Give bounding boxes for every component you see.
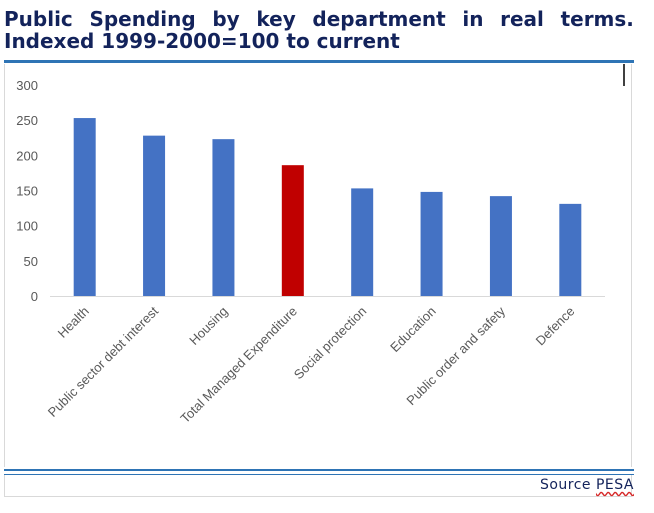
frame-edge-mark xyxy=(623,64,625,86)
title-word: department xyxy=(312,7,446,31)
y-tick-label: 0 xyxy=(31,289,38,304)
source-note: Source PESA xyxy=(540,477,634,493)
bar xyxy=(281,165,304,296)
y-tick-label: 200 xyxy=(16,148,38,163)
bar xyxy=(420,191,443,296)
title-line-2: Indexed 1999-2000=100 to current xyxy=(4,29,400,53)
title-line-1: Public Spending by key department in rea… xyxy=(4,8,634,30)
bar xyxy=(489,196,512,296)
x-tick-label: Housing xyxy=(186,304,230,348)
x-tick-label: Social protection xyxy=(291,304,370,383)
y-tick-label: 50 xyxy=(24,254,38,269)
title-word: real xyxy=(500,7,544,31)
title-word: Public xyxy=(4,7,73,31)
title-word: by xyxy=(212,7,240,31)
title-word: Spending xyxy=(89,7,196,31)
y-tick-label: 100 xyxy=(16,219,38,234)
bar xyxy=(559,203,582,296)
x-tick-label: Public sector debt interest xyxy=(45,303,162,420)
bar xyxy=(351,188,374,296)
x-tick-label: Total Managed Expenditure xyxy=(177,304,300,427)
title-word: in xyxy=(462,7,484,31)
source-label: Source xyxy=(539,477,592,493)
chart-frame xyxy=(4,64,632,467)
x-tick-label: Health xyxy=(55,304,92,341)
bottom-divider xyxy=(4,469,634,471)
bar xyxy=(73,118,96,296)
footer-frame xyxy=(4,475,632,497)
bottom-divider-thin xyxy=(4,474,634,475)
x-tick-label: Defence xyxy=(533,304,578,349)
chart-title: Public Spending by key department in rea… xyxy=(4,8,634,52)
top-divider xyxy=(4,60,634,63)
title-word: key xyxy=(256,7,296,31)
bar xyxy=(212,139,235,296)
y-tick-label: 300 xyxy=(16,78,38,93)
bar xyxy=(143,135,166,296)
title-word: terms. xyxy=(560,7,634,31)
y-tick-label: 150 xyxy=(16,184,38,199)
source-name: PESA xyxy=(595,477,634,493)
x-tick-label: Education xyxy=(387,304,438,355)
y-tick-label: 250 xyxy=(16,113,38,128)
